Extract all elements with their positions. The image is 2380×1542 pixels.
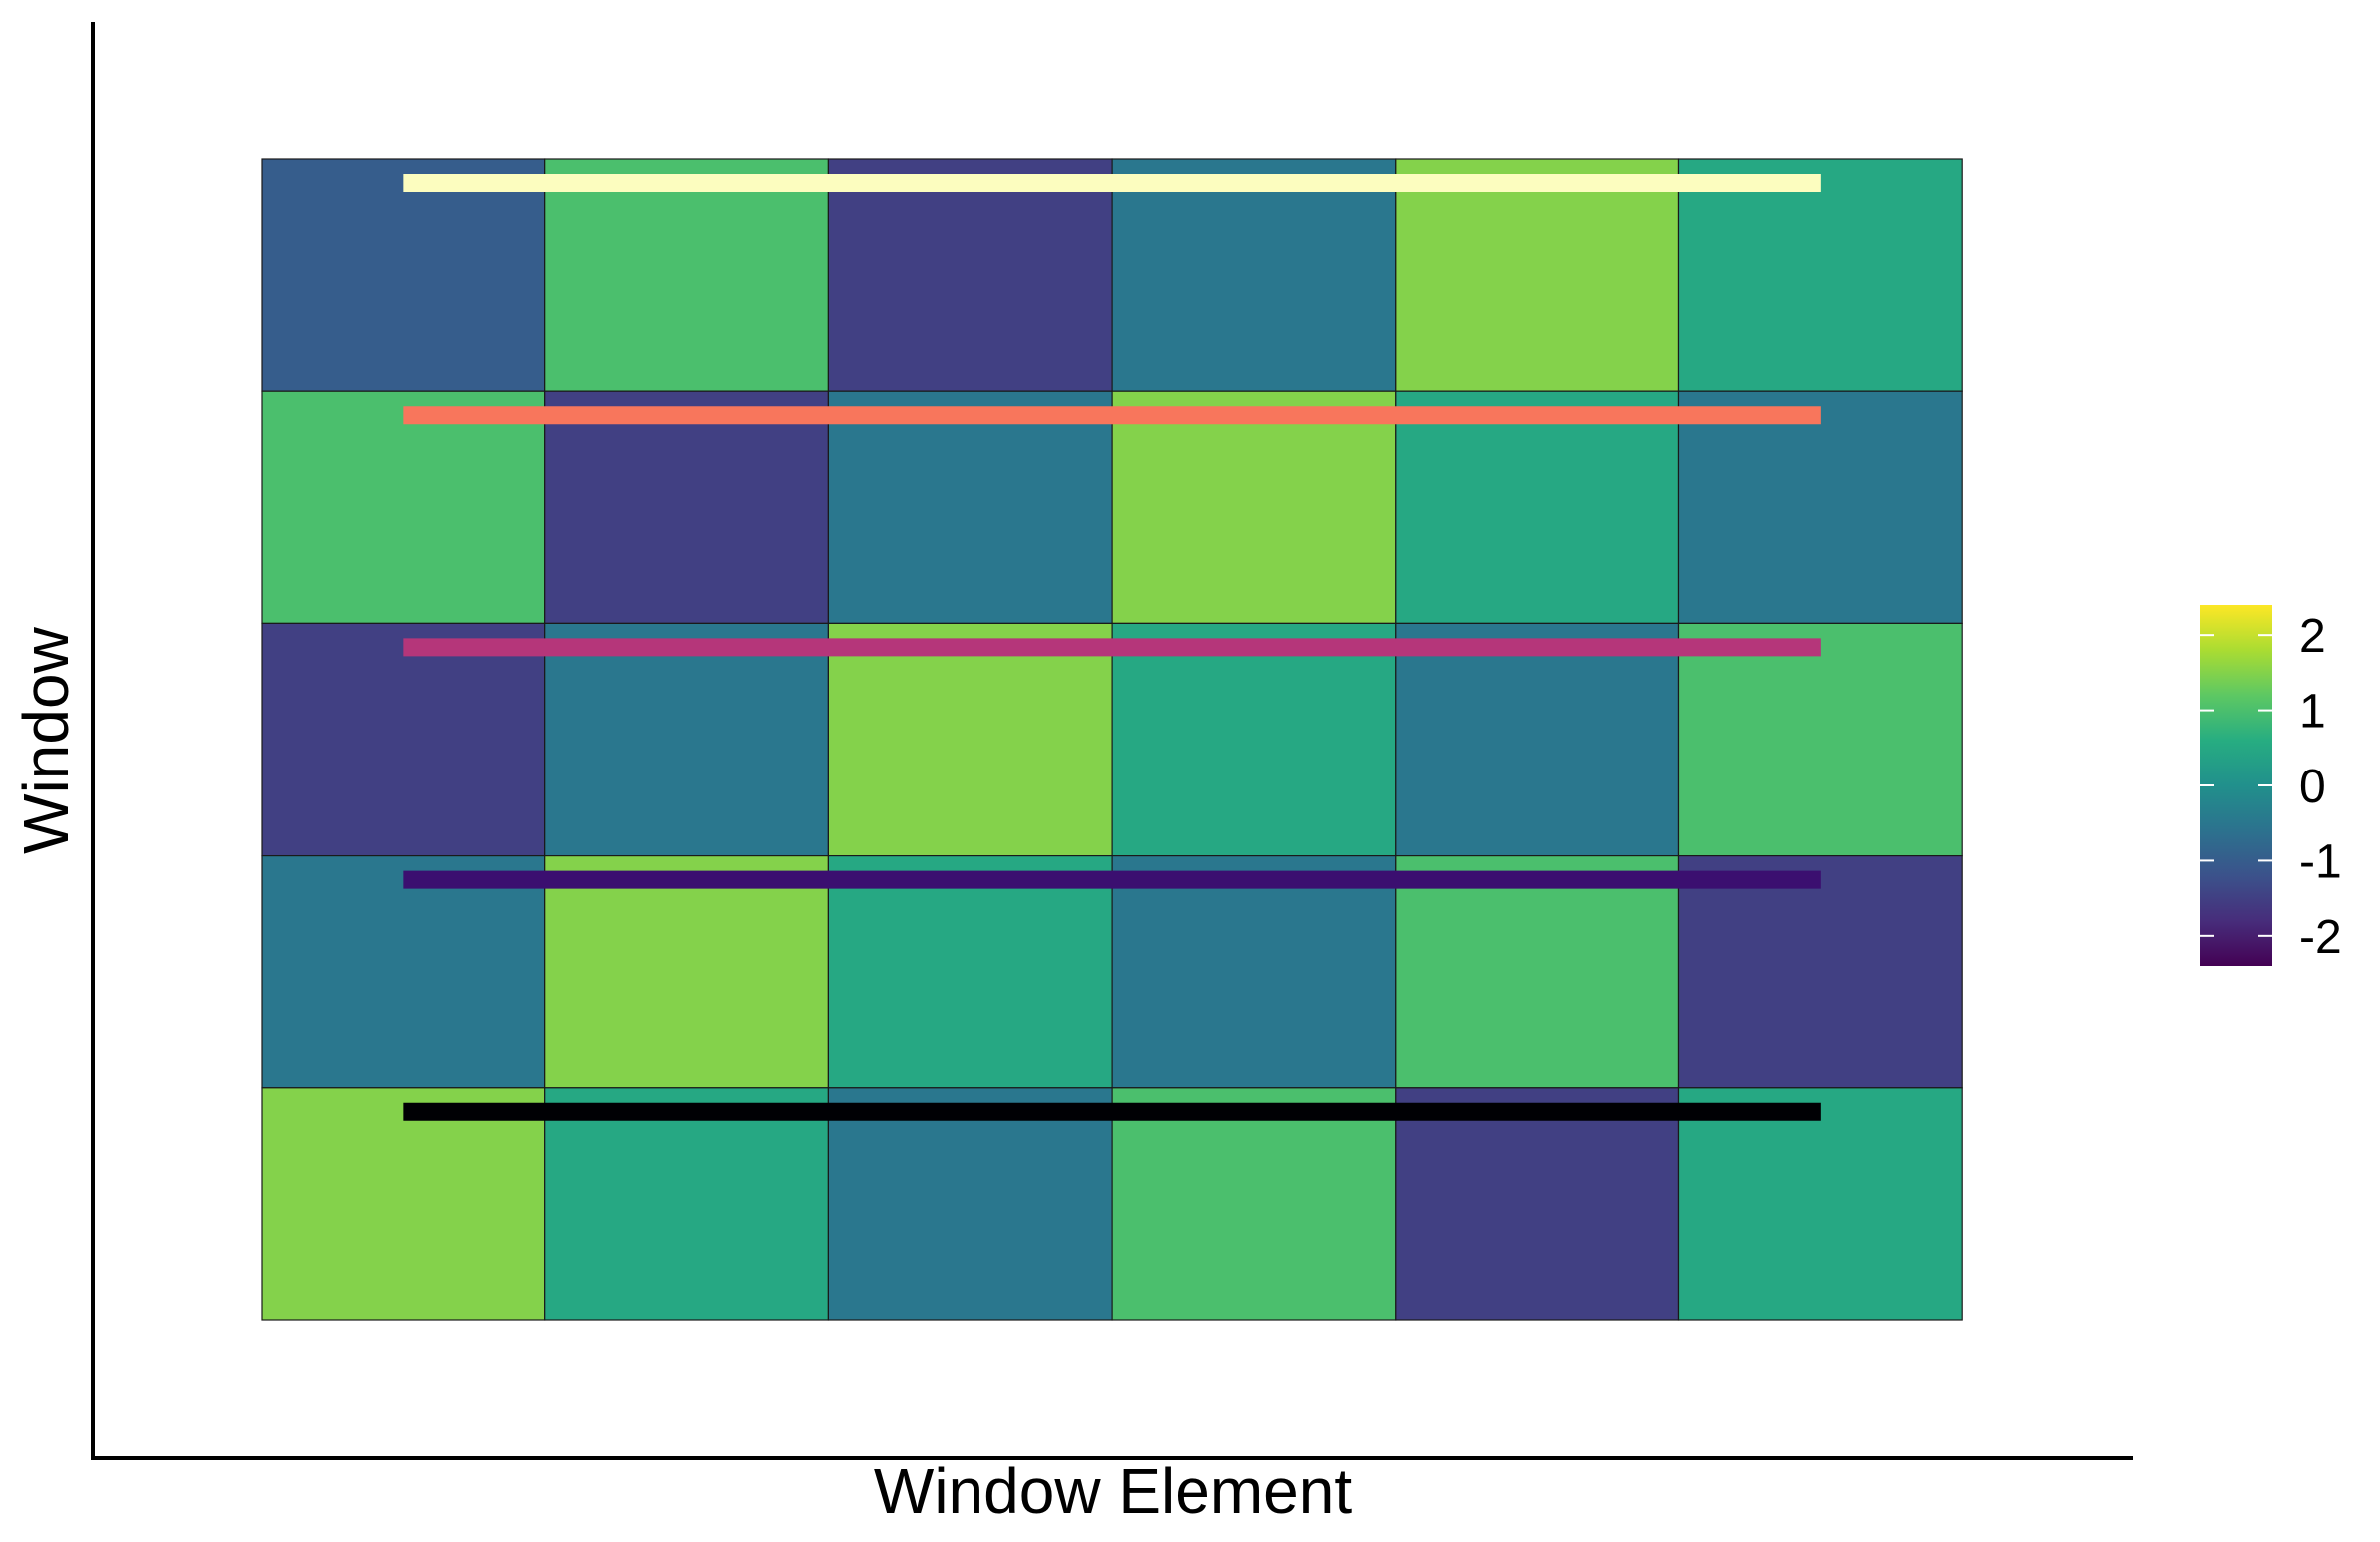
y-axis-title: Window <box>10 626 82 853</box>
heatmap-cell <box>261 622 546 857</box>
heatmap-cell <box>261 854 546 1089</box>
heatmap-cell <box>827 1087 1113 1321</box>
heatmap-cell <box>544 390 830 625</box>
x-axis-title: Window Element <box>874 1455 1352 1527</box>
colorbar-tick-label: 2 <box>2299 610 2326 663</box>
heatmap-cell <box>544 1087 830 1321</box>
heatmap-cell <box>827 390 1113 625</box>
heatmap-cell <box>827 854 1113 1089</box>
overlay-lines <box>403 174 1821 1121</box>
heatmap-cell <box>1111 390 1397 625</box>
heatmap-cell <box>1111 158 1397 392</box>
heatmap-cell <box>827 622 1113 857</box>
heatmap-cell <box>261 158 546 392</box>
heatmap-cell <box>1111 854 1397 1089</box>
colorbar-ticks: 2 1 0 -1 -2 <box>2200 610 2342 964</box>
colorbar-legend: 2 1 0 -1 -2 <box>2200 605 2342 966</box>
heatmap-cell <box>1677 622 1963 857</box>
heatmap-cell <box>261 390 546 625</box>
heatmap-cell <box>1111 622 1397 857</box>
heatmap-cell <box>1395 854 1680 1089</box>
heatmap-cell <box>261 1087 546 1321</box>
heatmap-cell <box>1677 390 1963 625</box>
heatmap-cell <box>827 158 1113 392</box>
heatmap-cells <box>261 158 1963 1321</box>
heatmap-cell <box>1395 390 1680 625</box>
heatmap-cell <box>544 854 830 1089</box>
heatmap-cell <box>544 158 830 392</box>
heatmap-cell <box>1677 854 1963 1089</box>
heatmap-cell <box>1677 158 1963 392</box>
heatmap-cell <box>1395 1087 1680 1321</box>
heatmap-cell <box>1395 622 1680 857</box>
colorbar-tick-label: 0 <box>2299 761 2326 813</box>
heatmap-cell <box>1111 1087 1397 1321</box>
colorbar-tick-label: 1 <box>2299 686 2326 739</box>
heatmap-cell <box>544 622 830 857</box>
heatmap-cell <box>1677 1087 1963 1321</box>
heatmap-cell <box>1395 158 1680 392</box>
colorbar-tick-label: -2 <box>2299 911 2342 964</box>
colorbar-tick-label: -1 <box>2299 835 2342 888</box>
